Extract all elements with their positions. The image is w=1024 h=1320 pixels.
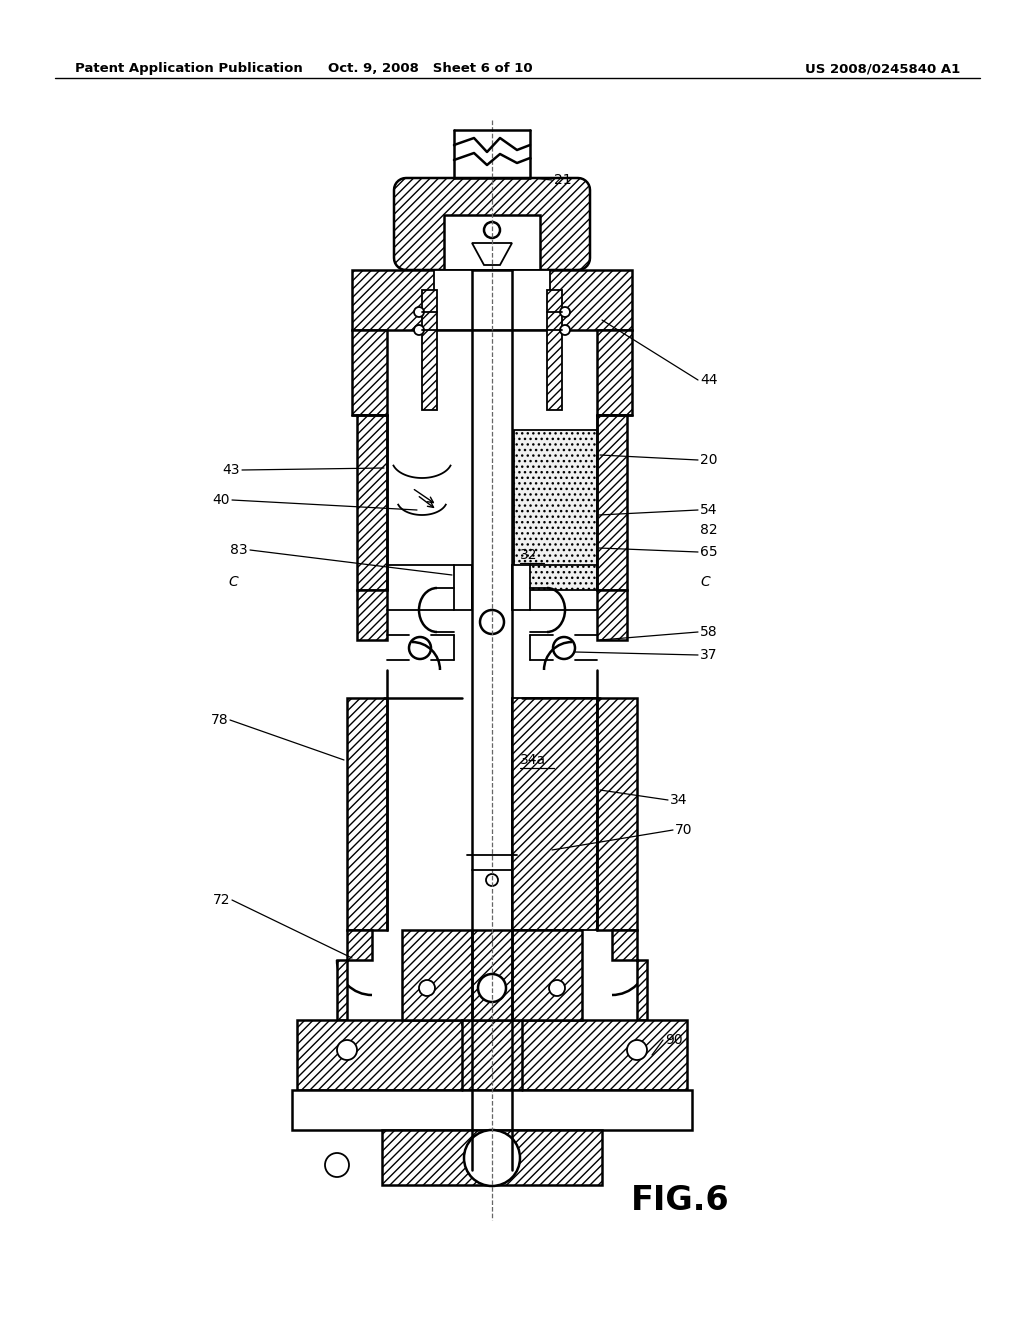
Polygon shape	[352, 271, 632, 330]
Text: US 2008/0245840 A1: US 2008/0245840 A1	[805, 62, 961, 75]
Circle shape	[484, 222, 500, 238]
Polygon shape	[514, 430, 597, 590]
Text: 82: 82	[700, 523, 718, 537]
Text: 34a: 34a	[520, 752, 546, 767]
Polygon shape	[597, 590, 627, 640]
Text: FIG.6: FIG.6	[631, 1184, 729, 1217]
Text: 20: 20	[700, 453, 718, 467]
Circle shape	[414, 308, 424, 317]
Circle shape	[409, 638, 431, 659]
Text: C: C	[228, 576, 238, 589]
Circle shape	[553, 638, 575, 659]
Text: 70: 70	[675, 822, 692, 837]
Polygon shape	[597, 414, 627, 590]
Circle shape	[480, 610, 504, 634]
Text: 21: 21	[554, 173, 571, 187]
Polygon shape	[347, 698, 387, 931]
Polygon shape	[434, 271, 550, 330]
Circle shape	[549, 979, 565, 997]
Text: 72: 72	[213, 894, 230, 907]
Text: C: C	[700, 576, 710, 589]
Polygon shape	[454, 565, 472, 610]
Polygon shape	[382, 1130, 602, 1185]
Text: 32: 32	[520, 548, 538, 562]
Polygon shape	[612, 931, 647, 1020]
Text: 58: 58	[700, 624, 718, 639]
Text: 44: 44	[700, 374, 718, 387]
Circle shape	[325, 1152, 349, 1177]
Polygon shape	[512, 698, 597, 931]
Circle shape	[414, 325, 424, 335]
Polygon shape	[472, 243, 512, 265]
Polygon shape	[444, 215, 540, 271]
Circle shape	[464, 1130, 520, 1185]
Circle shape	[478, 974, 506, 1002]
Polygon shape	[352, 330, 387, 414]
Polygon shape	[292, 1090, 692, 1130]
Polygon shape	[357, 590, 387, 640]
Circle shape	[560, 308, 570, 317]
Polygon shape	[357, 414, 387, 590]
Polygon shape	[597, 698, 637, 931]
Text: 83: 83	[230, 543, 248, 557]
Text: 37: 37	[700, 648, 718, 663]
Polygon shape	[547, 290, 562, 411]
Polygon shape	[394, 178, 590, 271]
Circle shape	[486, 874, 498, 886]
Text: 34: 34	[670, 793, 687, 807]
Text: 43: 43	[222, 463, 240, 477]
Text: 40: 40	[213, 492, 230, 507]
Text: Oct. 9, 2008   Sheet 6 of 10: Oct. 9, 2008 Sheet 6 of 10	[328, 62, 532, 75]
Text: 54: 54	[700, 503, 718, 517]
Polygon shape	[512, 565, 530, 610]
Text: Patent Application Publication: Patent Application Publication	[75, 62, 303, 75]
Text: 90: 90	[665, 1034, 683, 1047]
Circle shape	[419, 979, 435, 997]
Polygon shape	[422, 290, 437, 411]
Circle shape	[627, 1040, 647, 1060]
Polygon shape	[402, 931, 582, 1020]
Text: 78: 78	[210, 713, 228, 727]
Circle shape	[560, 325, 570, 335]
Circle shape	[337, 1040, 357, 1060]
Polygon shape	[597, 330, 632, 414]
Polygon shape	[297, 1020, 687, 1090]
Polygon shape	[337, 931, 372, 1020]
Text: 65: 65	[700, 545, 718, 558]
